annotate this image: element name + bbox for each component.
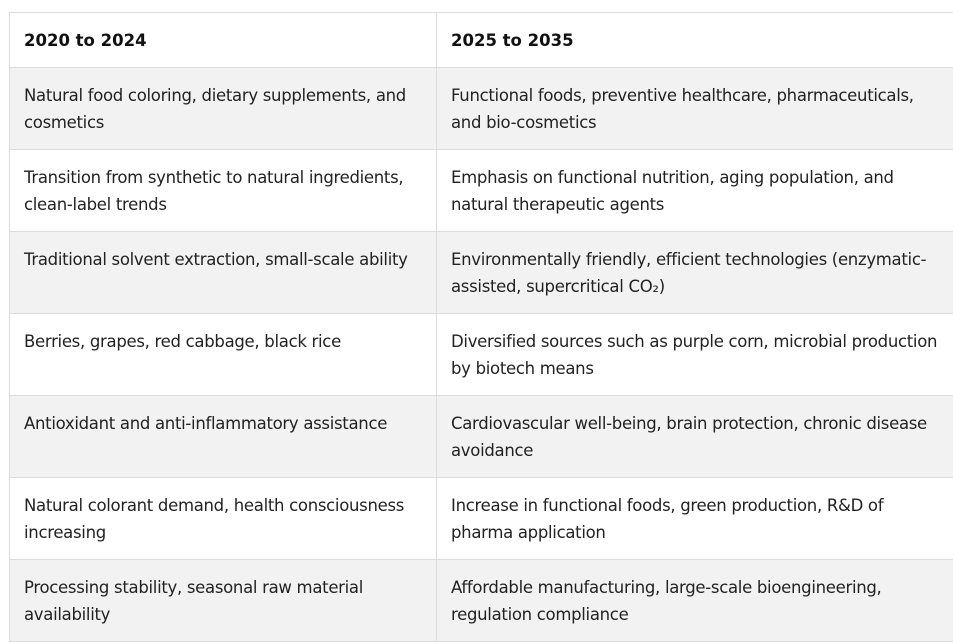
table-body: Natural food coloring, dietary supplemen… [9, 67, 953, 642]
table-cell-past: Natural colorant demand, health consciou… [9, 477, 437, 560]
table-cell-past: Berries, grapes, red cabbage, black rice [9, 313, 437, 396]
table-cell-future: Affordable manufacturing, large-scale bi… [436, 559, 953, 642]
table-cell-past: Transition from synthetic to natural ing… [9, 149, 437, 232]
table-row: Traditional solvent extraction, small-sc… [9, 231, 953, 314]
table-row: Transition from synthetic to natural ing… [9, 149, 953, 232]
table-row: Antioxidant and anti-inflammatory assist… [9, 395, 953, 478]
table-cell-past: Antioxidant and anti-inflammatory assist… [9, 395, 437, 478]
table-header-row: 2020 to 2024 2025 to 2035 [9, 12, 953, 68]
table-row: Berries, grapes, red cabbage, black rice… [9, 313, 953, 396]
table-cell-future: Functional foods, preventive healthcare,… [436, 67, 953, 150]
table-cell-future: Cardiovascular well-being, brain protect… [436, 395, 953, 478]
comparison-table-container: 2020 to 2024 2025 to 2035 Natural food c… [9, 12, 953, 642]
table-cell-past: Traditional solvent extraction, small-sc… [9, 231, 437, 314]
table-row: Natural colorant demand, health consciou… [9, 477, 953, 560]
header-period-2020-2024: 2020 to 2024 [9, 12, 437, 68]
table-header: 2020 to 2024 2025 to 2035 [9, 12, 953, 68]
table-row: Processing stability, seasonal raw mater… [9, 559, 953, 642]
table-cell-future: Environmentally friendly, efficient tech… [436, 231, 953, 314]
header-period-2025-2035: 2025 to 2035 [436, 12, 953, 68]
table-cell-future: Diversified sources such as purple corn,… [436, 313, 953, 396]
table-cell-past: Natural food coloring, dietary supplemen… [9, 67, 437, 150]
table-row: Natural food coloring, dietary supplemen… [9, 67, 953, 150]
table-cell-past: Processing stability, seasonal raw mater… [9, 559, 437, 642]
comparison-table: 2020 to 2024 2025 to 2035 Natural food c… [9, 12, 953, 642]
table-cell-future: Increase in functional foods, green prod… [436, 477, 953, 560]
table-cell-future: Emphasis on functional nutrition, aging … [436, 149, 953, 232]
